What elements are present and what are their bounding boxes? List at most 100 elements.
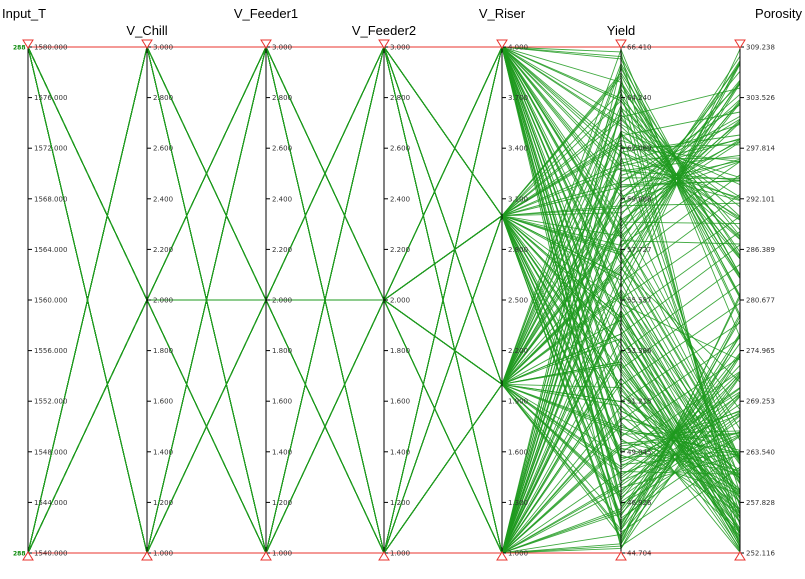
lower-filter-handle[interactable] (141, 551, 153, 561)
tick-label: 3.700 (508, 94, 528, 102)
tick-label: 1548.000 (34, 448, 67, 456)
tick-label: 2.800 (390, 94, 410, 102)
tick-label: 2.800 (508, 246, 528, 254)
lower-filter-handle[interactable] (22, 551, 34, 561)
tick-label: 1.300 (508, 499, 528, 507)
tick-label: 2.200 (153, 246, 173, 254)
lower-count-label: 288 (13, 551, 26, 558)
tick-label: 1.400 (153, 448, 173, 456)
upper-filter-handle[interactable] (496, 39, 508, 49)
tick-label: 53.386 (627, 347, 652, 355)
tick-label: 2.800 (272, 94, 292, 102)
axis-v-feeder2: V_Feeder2 3.000 2.800 2.600 2.400 2.200 2.000 1… (352, 23, 416, 561)
tick-label: 2.200 (508, 347, 528, 355)
tick-label: 1564.000 (34, 246, 67, 254)
axis-v-riser: V_Riser 4.000 3.700 3.400 3.100 2.800 2.500 2.2… (479, 6, 528, 561)
tick-label: 2.000 (153, 297, 173, 305)
tick-label: 51.215 (627, 398, 652, 406)
tick-label: 4.000 (508, 44, 528, 52)
tick-label: 3.000 (272, 44, 292, 52)
axis-title: Yield (607, 23, 635, 38)
tick-label: 286.389 (746, 246, 775, 254)
tick-label: 64.240 (627, 94, 652, 102)
tick-label: 3.400 (508, 145, 528, 153)
tick-label: 269.253 (746, 398, 775, 406)
tick-label: 1560.000 (34, 297, 67, 305)
tick-label: 1.200 (272, 499, 292, 507)
tick-label: 292.101 (746, 195, 775, 203)
tick-label: 2.500 (508, 297, 528, 305)
tick-label: 1576.000 (34, 94, 67, 102)
tick-label: 1.600 (153, 398, 173, 406)
tick-label: 2.000 (272, 297, 292, 305)
tick-label: 2.400 (390, 195, 410, 203)
axis-title: V_Chill (126, 23, 167, 38)
tick-label: 274.965 (746, 347, 775, 355)
tick-label: 49.045 (627, 448, 652, 456)
axis-title: V_Feeder2 (352, 23, 416, 38)
axis-title: V_Feeder1 (234, 6, 298, 21)
tick-label: 2.800 (153, 94, 173, 102)
tick-label: 1556.000 (34, 347, 67, 355)
tick-label: 3.100 (508, 195, 528, 203)
upper-filter-handle[interactable] (141, 39, 153, 49)
axis-title: Porosity (755, 6, 802, 21)
lower-filter-handle[interactable] (615, 551, 627, 561)
tick-label: 44.704 (627, 550, 652, 558)
upper-filter-handle[interactable] (378, 39, 390, 49)
tick-label: 1.800 (153, 347, 173, 355)
tick-label: 1580.000 (34, 44, 67, 52)
tick-label: 1.400 (390, 448, 410, 456)
upper-filter-handle[interactable] (734, 39, 746, 49)
upper-filter-handle[interactable] (260, 39, 272, 49)
tick-label: 1.000 (272, 550, 292, 558)
tick-label: 66.410 (627, 44, 652, 52)
tick-label: 3.000 (153, 44, 173, 52)
axis-v-feeder1: V_Feeder1 3.000 2.800 2.600 2.400 2.200 2.000 1… (234, 6, 298, 561)
tick-label: 1544.000 (34, 499, 67, 507)
tick-label: 1.000 (153, 550, 173, 558)
tick-label: 1.600 (508, 448, 528, 456)
tick-label: 1540.000 (34, 550, 67, 558)
tick-label: 1.000 (508, 550, 528, 558)
axes-layer: Input_T 1580.000 1576.000 1572.000 1568.000 1… (2, 6, 802, 561)
axis-v-chill: V_Chill 3.000 2.800 2.600 2.400 2.200 2.000 1.8… (126, 23, 173, 561)
tick-label: 297.814 (746, 145, 775, 153)
tick-label: 62.069 (627, 145, 652, 153)
tick-label: 2.400 (272, 195, 292, 203)
tick-label: 2.600 (390, 145, 410, 153)
tick-label: 3.000 (390, 44, 410, 52)
tick-label: 263.540 (746, 448, 775, 456)
tick-label: 2.400 (153, 195, 173, 203)
tick-label: 252.116 (746, 550, 775, 558)
lower-filter-handle[interactable] (734, 551, 746, 561)
tick-label: 2.600 (272, 145, 292, 153)
tick-label: 2.000 (390, 297, 410, 305)
upper-count-label: 288 (13, 45, 26, 52)
lower-filter-handle[interactable] (496, 551, 508, 561)
tick-label: 1.600 (272, 398, 292, 406)
tick-label: 2.600 (153, 145, 173, 153)
tick-label: 1.800 (272, 347, 292, 355)
tick-label: 1.900 (508, 398, 528, 406)
upper-filter-handle[interactable] (615, 39, 627, 49)
tick-label: 309.238 (746, 44, 775, 52)
lower-filter-handle[interactable] (260, 551, 272, 561)
tick-label: 46.926 (627, 499, 652, 507)
tick-label: 1568.000 (34, 195, 67, 203)
tick-label: 280.677 (746, 297, 775, 305)
tick-label: 1.200 (390, 499, 410, 507)
tick-label: 1.400 (272, 448, 292, 456)
lower-filter-handle[interactable] (378, 551, 390, 561)
tick-label: 257.828 (746, 499, 775, 507)
tick-label: 1.200 (153, 499, 173, 507)
tick-label: 55.557 (627, 297, 652, 305)
tick-label: 2.200 (272, 246, 292, 254)
tick-label: 57.727 (627, 246, 652, 254)
tick-label: 59.898 (627, 195, 652, 203)
axis-porosity: Porosity 309.238 303.526 297.814 292.101 286.… (734, 6, 802, 561)
axis-input-t: Input_T 1580.000 1576.000 1572.000 1568.000 1… (2, 6, 67, 561)
tick-label: 303.526 (746, 94, 775, 102)
upper-filter-handle[interactable] (22, 39, 34, 49)
